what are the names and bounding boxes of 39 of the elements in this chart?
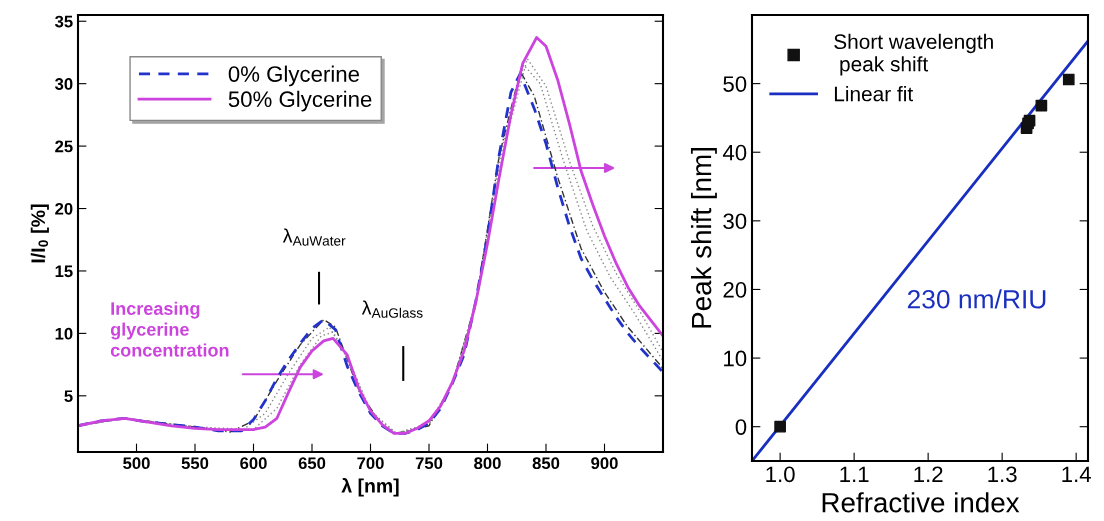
y-tick-label: 35 — [54, 15, 73, 28]
y-tick-label: 30 — [54, 78, 73, 90]
x-tick-label: 500 — [123, 457, 150, 470]
x-axis-title: Refractive index — [822, 492, 1020, 513]
y-tick-label: 5 — [64, 390, 73, 403]
x-tick-label: 1.2 — [914, 466, 943, 482]
legend-label: Short wavelength peak shift — [834, 33, 993, 76]
x-tick-label: 550 — [181, 457, 209, 470]
legend-label: 50% Glycerine — [228, 90, 372, 112]
annotation: Increasing glycerine concentration — [110, 301, 229, 357]
x-tick-label: 1.0 — [766, 466, 795, 483]
annotation: λ$_{AuWater}$ — [282, 228, 346, 246]
legend-label: 0% Glycerine — [228, 65, 359, 87]
x-axis-title: λ [nm] — [341, 477, 399, 497]
y-tick-label: 30 — [723, 213, 747, 230]
x-tick-label: 600 — [240, 457, 267, 470]
x-tick-label: 1.1 — [840, 466, 869, 482]
x-tick-label: 650 — [298, 457, 326, 470]
y-axis-title: I/I$_{0}$ [%] — [30, 204, 49, 263]
y-tick-label: 50 — [723, 76, 747, 92]
x-tick-label: 800 — [474, 457, 501, 470]
y-tick-label: 20 — [55, 202, 73, 215]
y-tick-label: 25 — [55, 140, 73, 153]
y-tick-label: 10 — [55, 327, 73, 340]
y-axis-title: Peak shift [nm] — [690, 148, 717, 328]
x-tick-label: 700 — [357, 457, 384, 470]
annotation: λ$_{AuGlass}$ — [361, 300, 423, 318]
legend-label: Linear fit — [834, 86, 913, 102]
annotation: 230 nm/RIU — [907, 289, 1046, 309]
x-tick-label: 1.3 — [988, 466, 1017, 483]
y-tick-label: 0 — [735, 419, 747, 435]
x-tick-label: 750 — [415, 457, 443, 470]
x-tick-label: 1.4 — [1062, 466, 1091, 482]
y-tick-label: 20 — [723, 282, 747, 298]
y-tick-label: 40 — [722, 144, 747, 161]
y-tick-label: 10 — [724, 350, 747, 367]
x-tick-label: 900 — [591, 457, 618, 470]
y-tick-label: 15 — [55, 265, 73, 278]
x-tick-label: 850 — [532, 457, 560, 470]
